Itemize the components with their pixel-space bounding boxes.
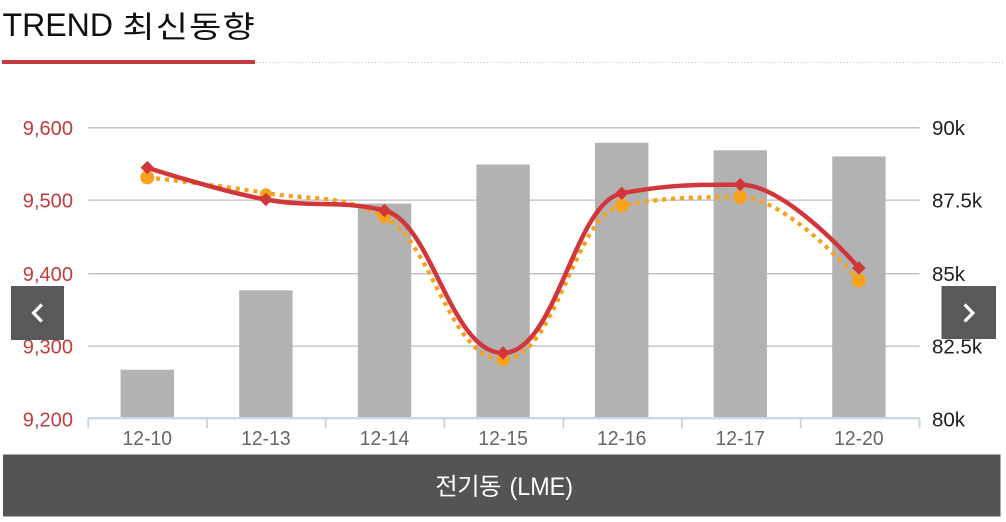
svg-text:9,500: 9,500 — [23, 190, 73, 213]
svg-text:9,600: 9,600 — [23, 117, 73, 140]
svg-text:9,400: 9,400 — [23, 263, 73, 286]
svg-text:TREND: TREND — [3, 7, 114, 43]
svg-text:12-13: 12-13 — [241, 427, 291, 450]
svg-text:9,200: 9,200 — [23, 409, 73, 432]
svg-text:12-10: 12-10 — [123, 427, 173, 450]
svg-text:90k: 90k — [932, 117, 966, 140]
svg-text:12-20: 12-20 — [834, 427, 884, 450]
svg-text:12-15: 12-15 — [478, 427, 528, 450]
svg-text:85k: 85k — [932, 263, 966, 286]
svg-text:12-16: 12-16 — [597, 427, 647, 450]
svg-text:82.5k: 82.5k — [932, 336, 983, 359]
svg-text:(LME): (LME) — [510, 473, 574, 501]
svg-text:87.5k: 87.5k — [932, 190, 983, 213]
svg-text:12-14: 12-14 — [360, 427, 410, 450]
svg-text:12-17: 12-17 — [716, 427, 766, 450]
svg-text:80k: 80k — [932, 409, 966, 432]
svg-text:9,300: 9,300 — [23, 336, 73, 359]
